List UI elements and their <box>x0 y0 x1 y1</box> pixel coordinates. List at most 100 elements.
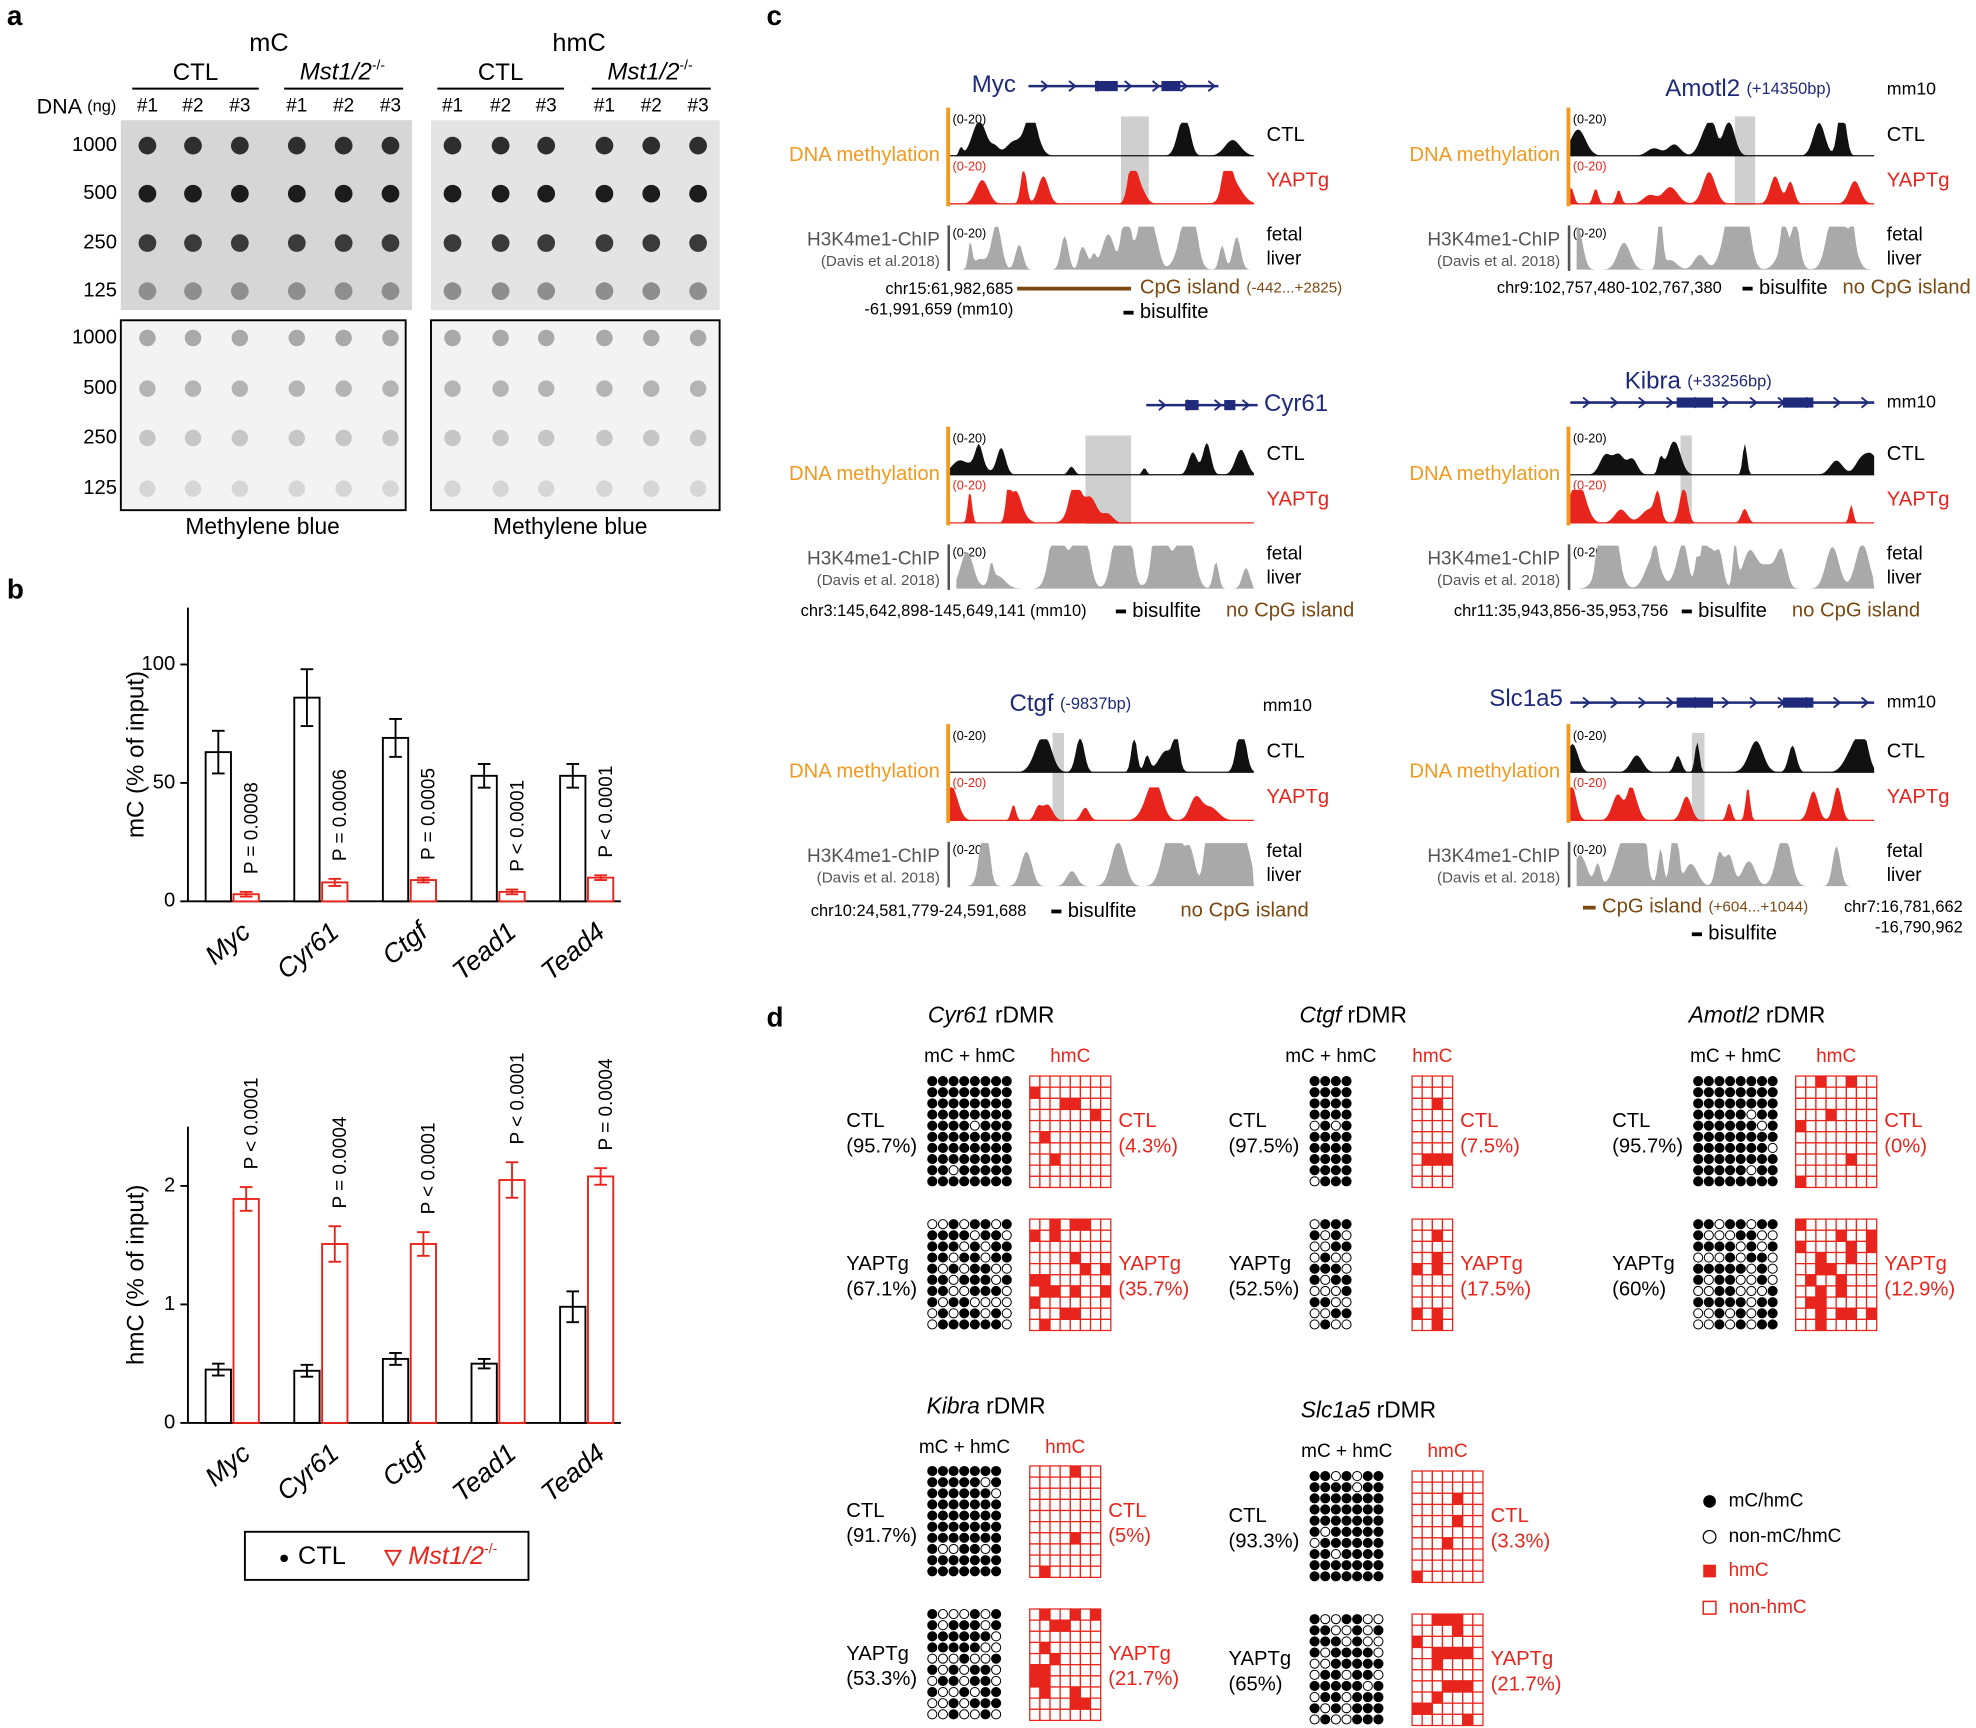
hmc-site <box>1079 1697 1092 1710</box>
hmc-site <box>1441 1669 1454 1682</box>
hmc-site <box>1079 1119 1092 1133</box>
cpg-site <box>1320 1252 1331 1263</box>
hmc-site <box>1805 1218 1817 1231</box>
hmc-site <box>1441 1229 1454 1243</box>
cpg-site <box>1320 1308 1331 1319</box>
cpg-site <box>1714 1076 1725 1087</box>
blot-dot <box>492 329 509 347</box>
cpg-site <box>969 1566 980 1577</box>
cpg-site <box>937 1154 948 1165</box>
gene-name: Kibra (+33256bp) <box>1625 368 1772 395</box>
cpg-site <box>969 1297 980 1308</box>
hmc-site <box>1795 1131 1807 1144</box>
hmc-site <box>1825 1131 1837 1144</box>
cpg-site <box>927 1532 938 1543</box>
hmc-site <box>1411 1142 1423 1155</box>
hmc-site <box>1462 1624 1474 1637</box>
cpg-site <box>937 1252 948 1263</box>
cpg-site <box>948 1698 959 1709</box>
hmc-site <box>1441 1559 1454 1572</box>
track-name: CTL <box>1267 443 1305 465</box>
cpg-label: no CpG island <box>1226 600 1354 622</box>
cpg-site <box>980 1241 991 1252</box>
hmc-site <box>1089 1641 1102 1655</box>
cpg-site <box>1341 1680 1352 1692</box>
hmc-site <box>1815 1240 1827 1254</box>
cpg-site <box>991 1664 1002 1675</box>
cpg-site <box>948 1263 959 1274</box>
cpg-site <box>1330 1241 1341 1252</box>
cpg-site <box>1320 1482 1331 1493</box>
cpg-site <box>1330 1493 1341 1504</box>
hmc-site <box>1451 1669 1464 1682</box>
track-name: YAPTg <box>1887 488 1950 510</box>
gene-strand <box>1721 396 1731 409</box>
cpg-site <box>1001 1109 1012 1120</box>
cpg-site <box>937 1219 948 1230</box>
track-bar <box>1567 841 1571 888</box>
hmc-site <box>1049 1296 1061 1309</box>
hmc-site <box>1079 1164 1092 1177</box>
cpg-site <box>1320 1076 1331 1087</box>
hmc-site <box>1411 1526 1423 1539</box>
cpg-site <box>1320 1263 1331 1274</box>
track-label: H3K4me1-ChIP <box>1427 230 1560 251</box>
cpg-site <box>991 1532 1002 1543</box>
hmc-site <box>1039 1465 1051 1478</box>
hmc-site <box>1049 1521 1061 1534</box>
hmc-site <box>1089 1532 1102 1545</box>
p-value: P = 0.0008 <box>242 782 263 874</box>
cpg-site <box>1341 1142 1352 1154</box>
hmc-site <box>1431 1274 1444 1287</box>
hmc-site <box>1100 1307 1112 1320</box>
cpg-site <box>991 1165 1002 1176</box>
hmc-site <box>1089 1675 1102 1688</box>
hmc-site <box>1835 1307 1847 1320</box>
range-label: (0-20) <box>1573 843 1607 857</box>
cpg-site <box>927 1319 938 1330</box>
cpg-site <box>980 1263 991 1274</box>
hmc-site <box>1079 1318 1092 1332</box>
hmc-site <box>1100 1263 1112 1276</box>
blot-dot <box>444 329 461 347</box>
cpg-site <box>980 1477 991 1488</box>
hmc-site <box>1421 1218 1433 1231</box>
error-bar <box>505 1161 519 1199</box>
cpg-site <box>937 1510 948 1521</box>
blot-dot <box>642 282 661 301</box>
cpg-site <box>1341 1263 1352 1274</box>
hmc-site <box>1411 1307 1423 1320</box>
hmc-site <box>1441 1164 1454 1177</box>
blot-panel <box>119 319 407 512</box>
hmc-site <box>1431 1559 1444 1572</box>
column-head: hmC <box>1050 1046 1090 1067</box>
hmc-site <box>1431 1263 1444 1276</box>
cpg-site <box>1756 1176 1768 1187</box>
cpg-site <box>1703 1274 1714 1285</box>
cpg-site <box>1341 1109 1352 1120</box>
hmc-site <box>1039 1164 1051 1177</box>
cpg-site <box>1330 1274 1341 1285</box>
hmc-site <box>1029 1218 1041 1231</box>
legend-marker <box>1703 1495 1716 1508</box>
hmc-site <box>1059 1652 1071 1666</box>
cpg-site <box>991 1308 1002 1319</box>
hmc-site <box>1049 1686 1061 1699</box>
cpg-site <box>1703 1263 1714 1274</box>
hmc-site <box>1865 1075 1878 1088</box>
cpg-site <box>959 1488 970 1499</box>
cpg-site <box>969 1543 980 1555</box>
cpg-site <box>991 1142 1002 1154</box>
hmc-site <box>1845 1218 1858 1231</box>
hmc-site <box>1049 1498 1061 1512</box>
hmc-site <box>1069 1509 1082 1523</box>
hmc-site <box>1059 1708 1071 1722</box>
bar <box>587 1175 615 1424</box>
cpg-label: CpG island (+604...+1044) <box>1602 896 1808 918</box>
hmc-site <box>1411 1153 1423 1166</box>
panel-label: a <box>7 0 23 31</box>
text-part: Mst1/2 <box>300 59 373 86</box>
blot-dot <box>382 429 399 447</box>
track-bar <box>946 107 951 207</box>
hmc-site <box>1441 1702 1454 1715</box>
